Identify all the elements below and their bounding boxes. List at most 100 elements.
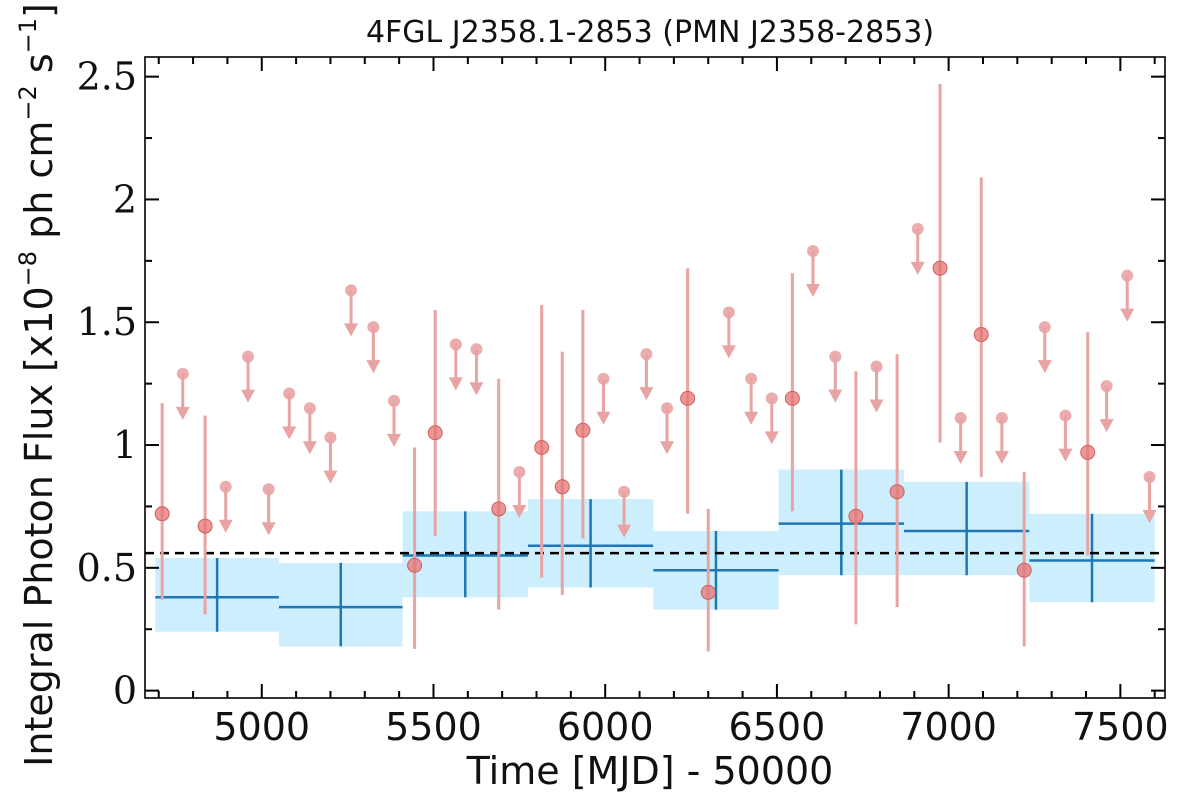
detection-point — [784, 273, 800, 512]
upper-limit-arrow — [282, 426, 297, 440]
upper-limit-arrow — [1058, 448, 1073, 462]
axes — [144, 56, 1166, 699]
upper-limit-marker — [449, 338, 462, 351]
detection-point — [407, 447, 423, 649]
x-tick-label: 6500 — [729, 705, 826, 749]
y-axis-label-suffix: ] — [17, 3, 61, 18]
detection-marker — [154, 506, 170, 522]
upper-limit-point — [596, 372, 611, 425]
upper-limit-marker — [219, 480, 232, 493]
detection-marker — [1080, 444, 1096, 460]
upper-limit-point — [1037, 321, 1052, 374]
upper-limit-point — [1058, 409, 1073, 462]
tick-labels: 5000 5500 6000 6500 7000 7500 0 0.5 1 1.5 2 2.5 — [77, 55, 1169, 749]
upper-limit-marker — [995, 412, 1008, 425]
detection-point — [427, 309, 443, 536]
upper-limits-series — [175, 222, 1157, 538]
x-tick-label: 6000 — [557, 705, 654, 749]
upper-limit-arrow — [764, 431, 779, 445]
x-tick-label: 7500 — [1072, 705, 1169, 749]
upper-limit-marker — [470, 343, 483, 356]
detection-point — [848, 371, 864, 625]
y-axis-label-mid: ph cm — [17, 121, 61, 251]
upper-limit-point — [448, 338, 463, 391]
detection-marker — [407, 557, 423, 573]
upper-limit-arrow — [175, 406, 190, 420]
upper-limit-point — [175, 367, 190, 420]
upper-limit-marker — [745, 372, 758, 385]
upper-limit-point — [344, 284, 359, 337]
upper-limit-marker — [1100, 380, 1113, 393]
y-axis-label-exp1: −8 — [14, 251, 42, 286]
y-tick-label: 1.5 — [77, 300, 137, 344]
upper-limit-marker — [1059, 409, 1072, 422]
upper-limit-arrow — [869, 399, 884, 413]
upper-limit-arrow — [910, 261, 925, 275]
detection-marker — [680, 390, 696, 406]
upper-limit-marker — [283, 387, 296, 400]
upper-limit-arrow — [323, 470, 338, 484]
upper-limit-point — [1099, 380, 1114, 433]
upper-limit-arrow — [660, 441, 675, 455]
y-tick-label: 2.5 — [77, 55, 137, 99]
upper-limit-point — [805, 245, 820, 298]
upper-limit-marker — [1121, 269, 1134, 282]
upper-limit-marker — [954, 412, 967, 425]
binned-series — [155, 469, 1155, 647]
y-axis-label-exp2: −2 — [14, 85, 42, 120]
upper-limit-marker — [345, 284, 358, 297]
upper-limit-arrow — [721, 345, 736, 359]
detection-marker — [784, 390, 800, 406]
x-axis-label: Time [MJD] - 50000 — [466, 749, 834, 793]
detection-marker — [932, 260, 948, 276]
detection-point — [700, 508, 716, 652]
upper-limit-point — [617, 485, 632, 538]
upper-limit-marker — [513, 466, 526, 479]
upper-limit-arrow — [386, 433, 401, 447]
chart-title: 4FGL J2358.1-2853 (PMN J2358-2853) — [366, 15, 934, 50]
bin-point — [278, 562, 403, 647]
upper-limit-arrow — [366, 360, 381, 374]
y-axis-label-mid2: s — [17, 53, 61, 85]
upper-limit-marker — [303, 402, 316, 415]
upper-limit-marker — [661, 402, 674, 415]
upper-limit-arrow — [1037, 360, 1052, 374]
upper-limit-marker — [176, 367, 189, 380]
tick-marks — [145, 57, 1165, 698]
y-tick-label: 2 — [113, 177, 137, 221]
y-tick-label: 1 — [113, 423, 137, 467]
upper-limit-marker — [1143, 470, 1156, 483]
detection-marker — [491, 501, 507, 517]
upper-limit-point — [828, 350, 843, 403]
upper-limit-point — [218, 480, 233, 533]
upper-limit-point — [639, 348, 654, 401]
detection-point — [491, 378, 507, 610]
upper-limit-point — [1142, 470, 1157, 523]
upper-limit-point — [721, 306, 736, 359]
upper-limit-point — [241, 350, 256, 403]
upper-limit-arrow — [1120, 308, 1135, 322]
upper-limit-marker — [597, 372, 610, 385]
y-tick-label: 0 — [113, 669, 137, 713]
upper-limit-arrow — [596, 411, 611, 425]
detection-marker — [554, 479, 570, 495]
upper-limit-point — [261, 483, 276, 536]
upper-limit-marker — [618, 485, 631, 498]
detection-point — [680, 268, 696, 514]
upper-limit-point — [994, 412, 1009, 465]
upper-limit-marker — [242, 350, 255, 363]
upper-limit-point — [302, 402, 317, 455]
detection-point — [534, 305, 550, 578]
detection-marker — [973, 327, 989, 343]
upper-limit-marker — [1038, 321, 1051, 334]
detection-marker — [700, 584, 716, 600]
plot-frame — [144, 56, 1166, 699]
detection-point — [932, 84, 948, 443]
bin-point — [1029, 513, 1155, 603]
upper-limit-arrow — [512, 505, 527, 519]
upper-limit-point — [386, 394, 401, 447]
detection-point — [575, 309, 591, 539]
upper-limit-arrow — [302, 441, 317, 455]
upper-limit-point — [764, 392, 779, 445]
bin-point — [527, 499, 654, 588]
